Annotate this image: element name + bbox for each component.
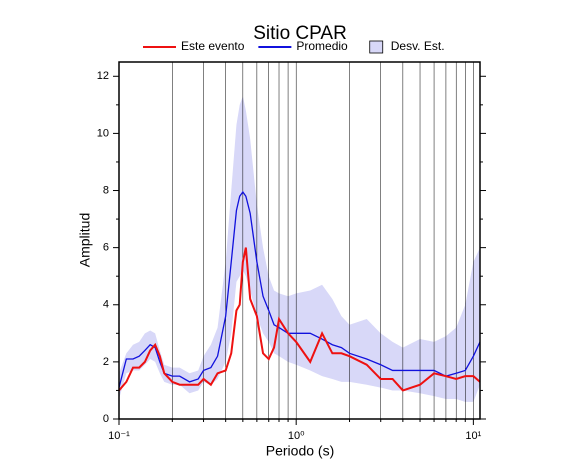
y-tick-label: 0 xyxy=(103,413,109,425)
legend-label: Este evento xyxy=(181,39,245,53)
legend-label: Promedio xyxy=(296,39,348,53)
x-tick-label: 10⁰ xyxy=(288,430,305,442)
y-tick-label: 2 xyxy=(103,356,109,368)
chart-title: Sitio CPAR xyxy=(253,23,347,44)
legend-swatch xyxy=(369,40,384,54)
std-band xyxy=(119,96,480,402)
y-tick-label: 10 xyxy=(97,127,109,139)
x-tick-label: 10⁻¹ xyxy=(108,430,130,442)
x-axis-label: Periodo (s) xyxy=(266,443,334,459)
y-tick-label: 4 xyxy=(103,299,109,311)
x-tick-label: 10¹ xyxy=(465,430,481,442)
series-line xyxy=(118,247,481,392)
y-tick-label: 12 xyxy=(97,70,109,82)
plot-frame xyxy=(118,61,481,420)
y-tick-label: 6 xyxy=(103,242,109,254)
y-axis-label: Amplitud xyxy=(77,213,93,267)
y-tick-label: 8 xyxy=(103,184,109,196)
legend-label: Desv. Est. xyxy=(391,39,445,53)
